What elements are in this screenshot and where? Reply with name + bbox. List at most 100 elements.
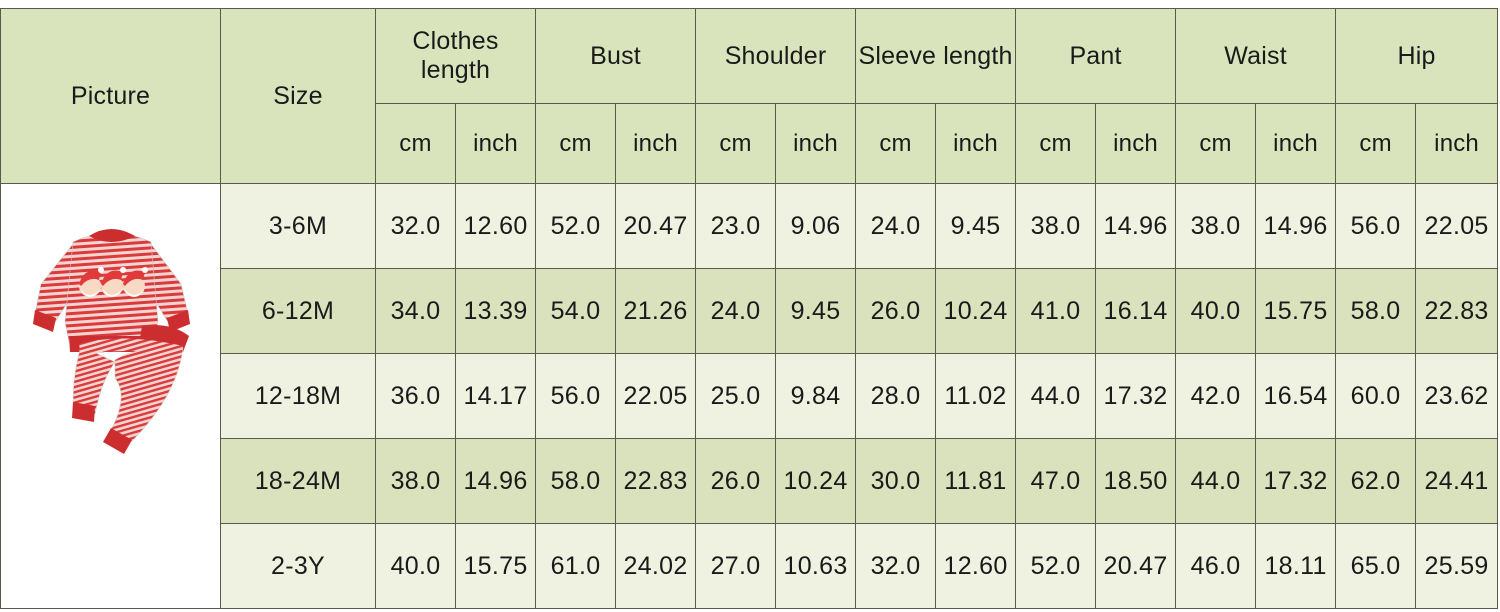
cell-value: 14.96 (1255, 183, 1337, 269)
cell-value: 41.0 (1015, 268, 1097, 354)
cell-value: 22.83 (1415, 268, 1499, 354)
header-row-groups: Picture Size Clothes length Bust Shoulde… (0, 8, 1499, 184)
cell-value: 34.0 (375, 268, 456, 354)
cell-value: 24.0 (855, 183, 937, 269)
cell-value: 16.14 (1095, 268, 1177, 354)
cell-value: 23.62 (1415, 353, 1499, 439)
cell-size: 2-3Y (220, 523, 376, 609)
cell-value: 40.0 (375, 523, 456, 609)
unit-header-waist-inch: inch (1255, 103, 1337, 184)
cell-value: 22.05 (1415, 183, 1499, 269)
unit-header-sleeve-length-cm: cm (855, 103, 937, 184)
column-group-clothes-length: Clothes length (374, 8, 537, 104)
unit-header-waist-cm: cm (1175, 103, 1257, 184)
cell-value: 9.45 (775, 268, 857, 354)
cell-value: 38.0 (1175, 183, 1257, 269)
cell-value: 15.75 (454, 523, 537, 609)
unit-header-pant-cm: cm (1015, 103, 1097, 184)
unit-header-bust-inch: inch (615, 103, 697, 184)
unit-header-pant-inch: inch (1095, 103, 1177, 184)
cell-value: 32.0 (855, 523, 937, 609)
striped-pajama-set-icon (32, 229, 190, 454)
cell-value: 26.0 (855, 268, 937, 354)
unit-header-hip-inch: inch (1415, 103, 1499, 184)
cell-value: 26.0 (695, 438, 777, 524)
column-group-pant: Pant (1015, 8, 1177, 104)
cell-value: 13.39 (454, 268, 537, 354)
cell-value: 36.0 (375, 353, 456, 439)
column-group-sleeve-length: Sleeve length (855, 8, 1017, 104)
cell-value: 16.54 (1255, 353, 1337, 439)
cell-value: 62.0 (1335, 438, 1417, 524)
size-chart-table: Picture Size Clothes length Bust Shoulde… (0, 8, 1499, 609)
column-header-size: Size (220, 8, 376, 184)
product-image-cell (0, 183, 221, 609)
cell-value: 23.0 (695, 183, 777, 269)
cell-value: 44.0 (1175, 438, 1257, 524)
cell-value: 56.0 (535, 353, 617, 439)
table-body: 3-6M 32.0 12.60 52.0 20.47 23.0 9.06 24.… (0, 183, 1499, 609)
cell-size: 3-6M (220, 183, 376, 269)
cell-value: 61.0 (535, 523, 617, 609)
cell-value: 10.63 (775, 523, 857, 609)
cell-value: 22.05 (615, 353, 697, 439)
cell-value: 14.96 (1095, 183, 1177, 269)
cell-value: 11.81 (935, 438, 1017, 524)
column-header-picture: Picture (0, 8, 221, 184)
unit-header-shoulder-cm: cm (695, 103, 777, 184)
unit-header-shoulder-inch: inch (775, 103, 857, 184)
product-image (1, 184, 220, 608)
table-row: 18-24M 38.0 14.96 58.0 22.83 26.0 10.24 … (1, 438, 1499, 524)
cell-size: 18-24M (220, 438, 376, 524)
santa-face-group (78, 267, 148, 297)
unit-header-hip-cm: cm (1335, 103, 1417, 184)
cell-value: 56.0 (1335, 183, 1417, 269)
header-row-units: cm inch cm inch cm inch cm inch cm inch … (1, 103, 1499, 184)
cell-value: 20.47 (615, 183, 697, 269)
cell-value: 18.11 (1255, 523, 1337, 609)
cell-value: 32.0 (375, 183, 456, 269)
cell-value: 17.32 (1255, 438, 1337, 524)
cell-value: 10.24 (775, 438, 857, 524)
cell-value: 24.02 (615, 523, 697, 609)
cell-value: 17.32 (1095, 353, 1177, 439)
cell-value: 12.60 (935, 523, 1017, 609)
column-group-shoulder: Shoulder (695, 8, 857, 104)
cell-value: 12.60 (454, 183, 537, 269)
cell-value: 9.45 (935, 183, 1017, 269)
cell-value: 9.06 (775, 183, 857, 269)
table-row: 2-3Y 40.0 15.75 61.0 24.02 27.0 10.63 32… (1, 523, 1499, 609)
table-header: Picture Size Clothes length Bust Shoulde… (0, 8, 1499, 184)
cell-value: 15.75 (1255, 268, 1337, 354)
cell-value: 14.96 (454, 438, 537, 524)
cell-value: 10.24 (935, 268, 1017, 354)
cell-value: 38.0 (375, 438, 456, 524)
cell-value: 58.0 (535, 438, 617, 524)
cell-value: 25.0 (695, 353, 777, 439)
table-row: 6-12M 34.0 13.39 54.0 21.26 24.0 9.45 26… (1, 268, 1499, 354)
cell-value: 22.83 (615, 438, 697, 524)
cell-value: 14.17 (454, 353, 537, 439)
cell-value: 44.0 (1015, 353, 1097, 439)
cell-value: 60.0 (1335, 353, 1417, 439)
cell-value: 20.47 (1095, 523, 1177, 609)
unit-header-bust-cm: cm (535, 103, 617, 184)
cell-size: 6-12M (220, 268, 376, 354)
cell-value: 24.41 (1415, 438, 1499, 524)
cell-value: 11.02 (935, 353, 1017, 439)
cell-value: 42.0 (1175, 353, 1257, 439)
cell-value: 52.0 (535, 183, 617, 269)
unit-header-clothes-length-inch: inch (454, 103, 537, 184)
cell-value: 38.0 (1015, 183, 1097, 269)
table-row: 12-18M 36.0 14.17 56.0 22.05 25.0 9.84 2… (1, 353, 1499, 439)
cell-value: 30.0 (855, 438, 937, 524)
column-group-bust: Bust (535, 8, 697, 104)
cell-value: 18.50 (1095, 438, 1177, 524)
cell-value: 21.26 (615, 268, 697, 354)
cell-value: 46.0 (1175, 523, 1257, 609)
cell-value: 9.84 (775, 353, 857, 439)
unit-header-sleeve-length-inch: inch (935, 103, 1017, 184)
table-row: 3-6M 32.0 12.60 52.0 20.47 23.0 9.06 24.… (0, 183, 1499, 609)
cell-value: 40.0 (1175, 268, 1257, 354)
